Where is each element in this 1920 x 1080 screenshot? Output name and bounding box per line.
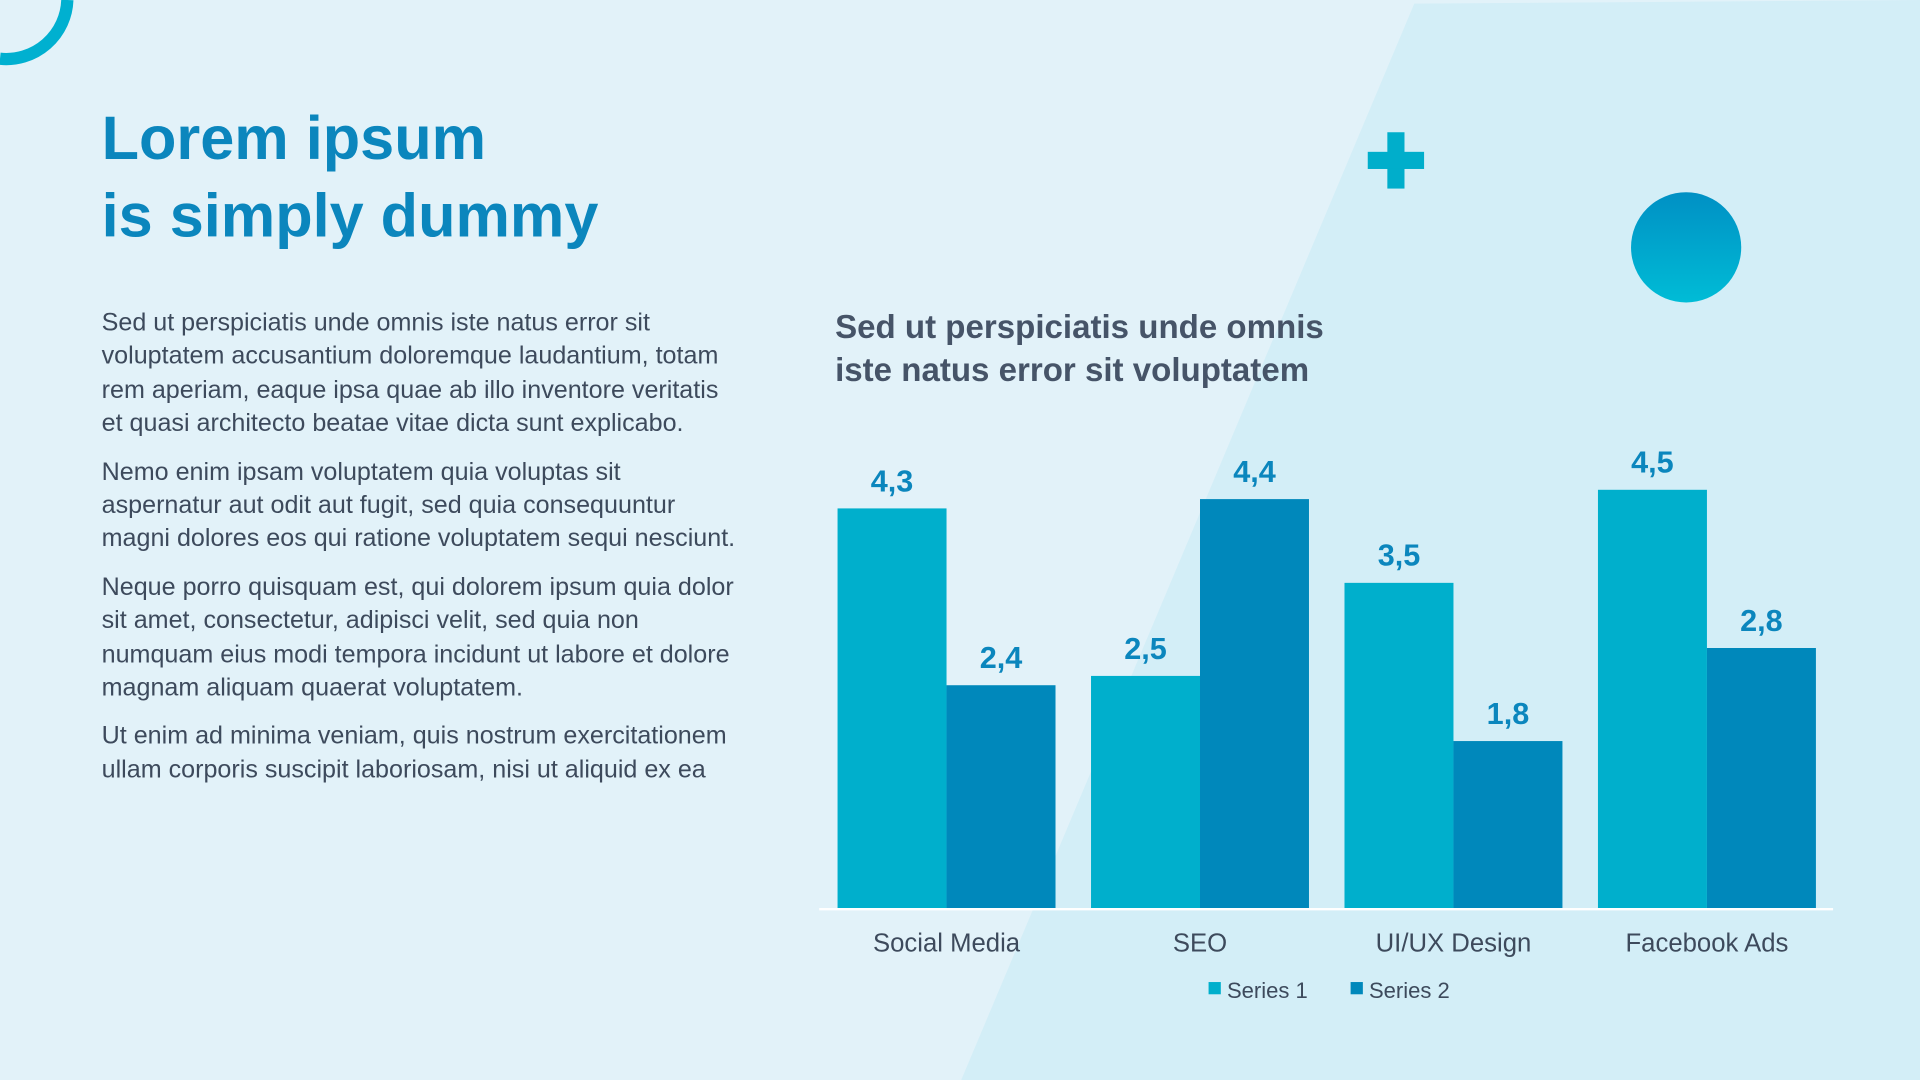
corner-arc	[0, 0, 74, 66]
data-label: 4,5	[1631, 446, 1674, 480]
x-tick-label: UI/UX Design	[1376, 929, 1532, 957]
title-line-1: Lorem ipsum	[101, 104, 487, 173]
legend-label: Series 1	[1227, 978, 1308, 1003]
body-text: Sed ut perspiciatis unde omnis iste natu…	[102, 306, 739, 801]
bar-2-1	[1200, 499, 1309, 909]
data-label: 2,4	[980, 641, 1023, 675]
bar-1-2	[1344, 582, 1454, 909]
x-tick-label: SEO	[1173, 929, 1227, 957]
data-label: 4,4	[1233, 455, 1276, 489]
decorative-circle	[1631, 192, 1742, 303]
data-label: 2,8	[1740, 604, 1783, 638]
chart-title-line-2: iste natus error sit voluptatem	[835, 351, 1310, 389]
page-title: Lorem ipsum is simply dummy	[102, 100, 599, 254]
data-label: 2,5	[1124, 632, 1167, 666]
bar-1-3	[1597, 489, 1707, 909]
paragraph: Nemo enim ipsam voluptatem quia voluptas…	[101, 457, 736, 553]
paragraph: Sed ut perspiciatis unde omnis iste natu…	[101, 308, 719, 438]
data-label: 3,5	[1378, 539, 1421, 573]
data-label: 1,8	[1487, 697, 1530, 731]
data-label: 4,3	[871, 464, 914, 498]
bar-1-1	[1091, 675, 1201, 909]
bar-2-2	[1453, 741, 1563, 909]
plus-icon	[1367, 132, 1425, 189]
legend-swatch	[1350, 982, 1363, 995]
paragraph: Ut enim ad minima veniam, quis nostrum e…	[101, 721, 727, 784]
legend-swatch	[1208, 982, 1221, 995]
paragraph: Neque porro quisquam est, qui dolorem ip…	[101, 572, 734, 702]
bar-1-0	[837, 508, 947, 909]
bar-2-3	[1706, 648, 1816, 909]
x-tick-label: Social Media	[873, 929, 1021, 957]
bar-2-0	[946, 685, 1056, 909]
chart-title-line-1: Sed ut perspiciatis unde omnis	[835, 308, 1324, 346]
x-tick-label: Facebook Ads	[1625, 929, 1788, 957]
title-line-2: is simply dummy	[101, 181, 599, 250]
chart-title: Sed ut perspiciatis unde omnis iste natu…	[835, 306, 1324, 392]
legend-label: Series 2	[1369, 978, 1450, 1003]
